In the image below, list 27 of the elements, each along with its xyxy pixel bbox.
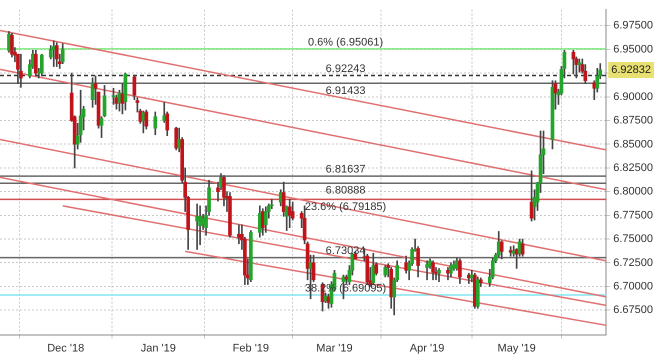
y-tick-label: 6.67500 (613, 304, 654, 316)
ref-line-label: 6.92243 (326, 63, 366, 76)
candlestick (425, 260, 429, 280)
x-tick-label: May '19 (498, 342, 536, 354)
ref-line-label: 0.6% (6.95061) (308, 36, 384, 48)
y-tick-label: 6.90000 (613, 90, 654, 103)
ref-line-label: 23.6% (6.79185) (304, 200, 386, 213)
x-tick-label: Dec '18 (47, 342, 84, 354)
y-tick-label: 6.75000 (613, 233, 654, 246)
ref-line-label: 6.80888 (326, 184, 366, 197)
x-tick-label: Jan '19 (140, 342, 176, 354)
candlestick (437, 268, 441, 282)
y-tick-label: 6.77500 (613, 209, 654, 222)
y-tick-label: 6.72500 (613, 256, 654, 269)
y-tick-label: 6.95000 (613, 43, 654, 56)
y-tick-label: 6.97500 (613, 20, 654, 32)
x-tick-label: Mar '19 (316, 342, 353, 354)
y-tick-label: 6.70000 (613, 280, 654, 292)
ref-line-label: 6.81637 (326, 164, 366, 176)
y-tick-label: 6.85000 (613, 138, 654, 150)
y-tick-label: 6.80000 (613, 186, 654, 198)
ref-line-label: 6.91433 (326, 84, 366, 97)
x-tick-label: Feb '19 (232, 342, 270, 354)
text: 6.92832 (611, 64, 652, 76)
y-tick-label: 6.82500 (613, 162, 654, 174)
y-tick-label: 6.87500 (613, 114, 654, 127)
x-tick-label: Apr '19 (410, 342, 444, 354)
